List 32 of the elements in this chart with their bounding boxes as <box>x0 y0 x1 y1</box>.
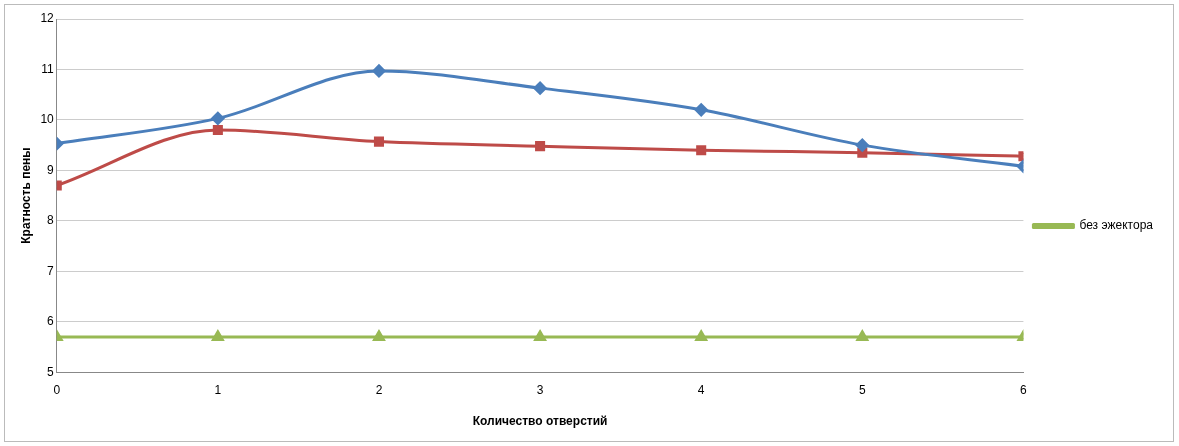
point <box>694 103 708 117</box>
point <box>535 141 546 152</box>
y-tick-label: 7 <box>47 263 55 278</box>
y-tick-label: 12 <box>40 11 55 26</box>
point <box>212 330 224 341</box>
point <box>533 81 547 95</box>
x-tick-label: 1 <box>214 382 222 397</box>
point <box>212 124 223 136</box>
point <box>696 145 707 156</box>
point <box>855 138 869 152</box>
x-tick-label: 3 <box>536 382 544 397</box>
point <box>211 111 225 125</box>
x-tick-label: 5 <box>858 382 866 397</box>
y-tick-label: 11 <box>41 61 55 76</box>
y-tick-label: 6 <box>47 314 55 329</box>
y-tick-label: 9 <box>47 162 55 177</box>
y-tick-label: 8 <box>47 213 55 228</box>
y-tick-label: 5 <box>47 364 55 379</box>
x-tick-label: 0 <box>53 382 61 397</box>
point <box>695 330 708 341</box>
x-tick-label: 2 <box>375 382 383 397</box>
x-axis-title: Количество отверстий <box>472 414 608 429</box>
point <box>373 136 385 147</box>
x-tick-label: 6 <box>1020 382 1028 397</box>
point <box>534 330 546 341</box>
y-axis-title: Кратность пены <box>18 147 33 244</box>
legend-label: без эжектора <box>1079 218 1154 233</box>
y-tick-label: 10 <box>40 112 55 127</box>
point <box>856 330 869 341</box>
x-tick-label: 4 <box>697 382 705 397</box>
point <box>373 330 385 341</box>
point <box>372 64 386 78</box>
